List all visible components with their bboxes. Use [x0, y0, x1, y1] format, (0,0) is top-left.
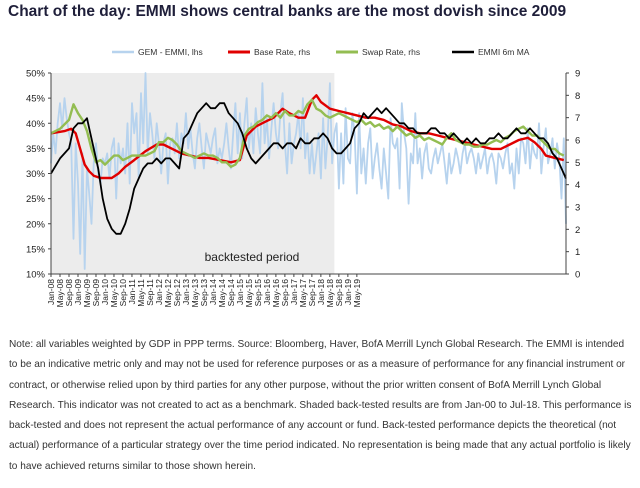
left-tick-label: 15%: [26, 244, 46, 255]
right-tick-label: 8: [575, 91, 580, 102]
series-line-0: [50, 72, 567, 270]
right-tick-label: 4: [575, 180, 580, 191]
left-tick-label: 40%: [26, 119, 46, 130]
legend-label-1: Base Rate, rhs: [254, 47, 310, 57]
legend-label-2: Swap Rate, rhs: [362, 47, 420, 57]
x-tick-label: Jan-09: [73, 279, 83, 305]
left-tick-label: 50%: [26, 69, 46, 80]
x-tick-label: Sep-08: [64, 279, 74, 307]
x-tick-label: May-08: [55, 279, 65, 308]
x-tick-label: Sep-14: [226, 279, 236, 307]
right-tick-label: 7: [575, 113, 580, 124]
left-tick-label: 20%: [26, 219, 46, 230]
left-tick-label: 10%: [26, 270, 46, 281]
left-tick-label: 30%: [26, 169, 46, 180]
x-tick-label: May-10: [109, 279, 119, 308]
left-tick-label: 45%: [26, 94, 46, 105]
x-tick-label: Sep-15: [253, 279, 263, 307]
x-tick-label: May-18: [325, 279, 335, 308]
x-tick-label: Sep-17: [307, 279, 317, 307]
right-tick-label: 6: [575, 136, 580, 147]
x-tick-label: Jan-14: [208, 279, 218, 305]
x-tick-label: May-15: [244, 279, 254, 308]
x-tick-label: Sep-16: [280, 279, 290, 307]
right-tick-label: 5: [575, 158, 580, 169]
x-tick-label: May-14: [217, 279, 227, 308]
x-tick-label: Sep-10: [118, 279, 128, 307]
x-tick-label: Jan-19: [343, 279, 353, 305]
x-tick-label: May-17: [298, 279, 308, 308]
x-tick-label: Jan-18: [316, 279, 326, 305]
x-tick-label: May-09: [82, 279, 92, 308]
x-tick-label: Jan-15: [235, 279, 245, 305]
x-tick-label: Sep-13: [199, 279, 209, 307]
x-tick-label: May-19: [352, 279, 362, 308]
x-tick-label: Jan-11: [127, 279, 137, 305]
footnote: Note: all variables weighted by GDP in P…: [9, 339, 632, 472]
x-tick-label: May-13: [190, 279, 200, 308]
x-tick-label: Sep-11: [145, 279, 155, 306]
chart: backtested period 10% 15% 20% 25% 30% 35% 40% 4…: [26, 47, 580, 308]
x-tick-label: Jan-12: [154, 279, 164, 305]
x-tick-label: Sep-18: [334, 279, 344, 307]
left-tick-label: 25%: [26, 194, 46, 205]
x-tick-label: May-11: [136, 279, 146, 307]
right-tick-label: 1: [575, 247, 580, 258]
x-tick-label: Jan-16: [262, 279, 272, 305]
legend-label-3: EMMI 6m MA: [478, 47, 530, 57]
x-tick-label: May-16: [271, 279, 281, 308]
right-tick-label: 9: [575, 69, 580, 80]
right-tick-label: 2: [575, 225, 580, 236]
x-tick-label: Jan-08: [46, 279, 56, 305]
x-tick-label: Sep-12: [172, 279, 182, 307]
x-tick-label: Jan-10: [100, 279, 110, 305]
x-tick-label: Jan-17: [289, 279, 299, 305]
series-line-3: [50, 102, 567, 235]
legend-label-0: GEM - EMMI, lhs: [138, 47, 203, 57]
x-tick-label: Jan-13: [181, 279, 191, 305]
chart-title: Chart of the day: EMMI shows central ban…: [8, 3, 567, 20]
x-tick-label: Sep-09: [91, 279, 101, 307]
x-tick-label: May-12: [163, 279, 173, 308]
right-tick-label: 0: [575, 270, 580, 281]
backtested-label: backtested period: [205, 250, 300, 264]
right-tick-label: 3: [575, 203, 580, 214]
left-tick-label: 35%: [26, 144, 46, 155]
series-line-2: [50, 98, 565, 168]
